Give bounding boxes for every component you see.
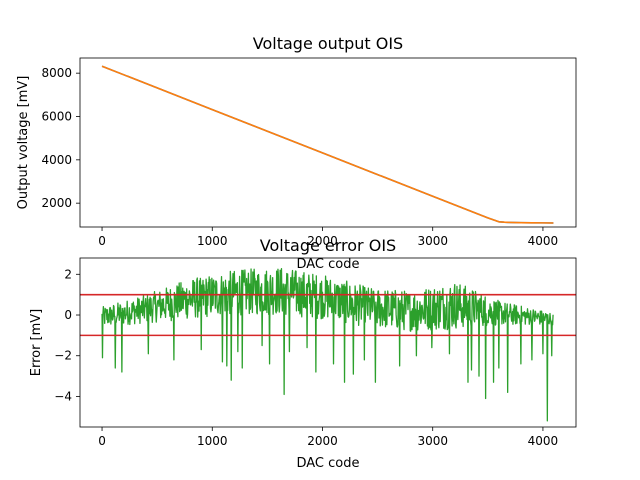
x-tick-label: 1000: [197, 234, 228, 248]
y-tick-label: 0: [64, 308, 72, 322]
y-tick-label: 6000: [41, 110, 72, 124]
plot-frame: [79, 257, 577, 428]
x-tick-label: 4000: [528, 434, 559, 448]
x-axis-label: DAC code: [296, 456, 359, 471]
y-tick-label: −2: [54, 349, 72, 363]
plot-frame: [79, 57, 577, 228]
y-tick-label: 2: [64, 267, 72, 281]
x-tick-label: 3000: [417, 234, 448, 248]
x-tick-label: 0: [98, 434, 106, 448]
chart-title: Voltage error OIS: [260, 236, 396, 255]
x-tick-label: 3000: [417, 434, 448, 448]
x-axis-label: DAC code: [296, 257, 359, 272]
series-line-0: [101, 65, 554, 224]
series-line-0: [101, 267, 554, 422]
chart-title: Voltage output OIS: [253, 34, 403, 53]
y-tick-label: 8000: [41, 66, 72, 80]
series-line-1: [101, 65, 554, 224]
x-tick-label: 2000: [307, 234, 338, 248]
chart-voltage-error: Voltage error OIS 0 1000 2000 3000 4000 −4 −2…: [29, 236, 577, 471]
x-tick-label: 4000: [528, 234, 559, 248]
y-tick-label: 2000: [41, 196, 72, 210]
x-tick-label: 0: [98, 234, 106, 248]
x-tick-label: 2000: [307, 434, 338, 448]
x-tick-label: 1000: [197, 434, 228, 448]
y-tick-label: 4000: [41, 153, 72, 167]
chart-voltage-output: Voltage output OIS 0 1000 2000 3000 4000 200…: [16, 34, 577, 272]
y-tick-label: −4: [54, 389, 72, 403]
y-axis-label: Error [mV]: [29, 309, 44, 377]
y-axis-label: Output voltage [mV]: [16, 76, 31, 210]
